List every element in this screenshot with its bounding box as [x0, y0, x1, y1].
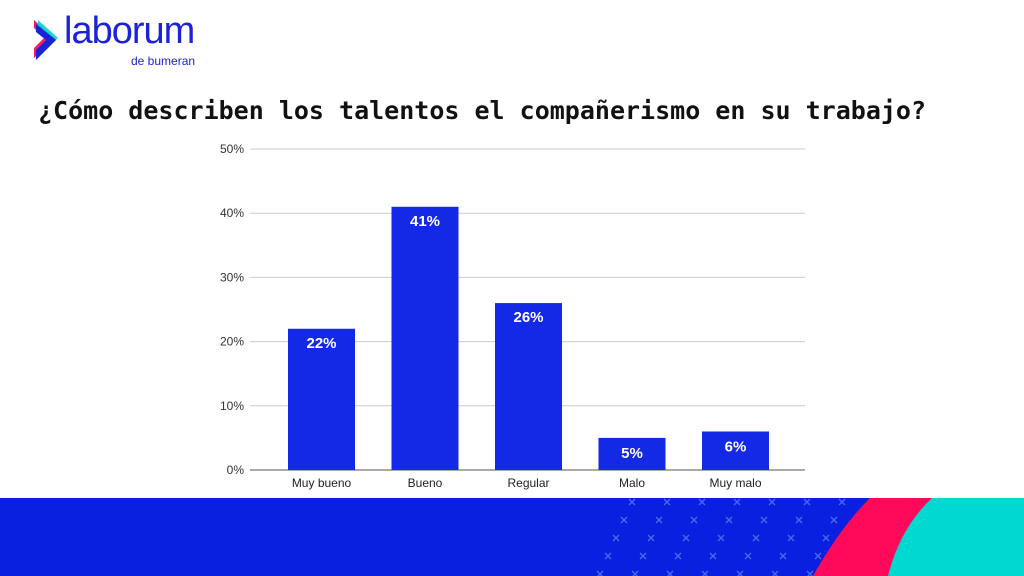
- data-label: 41%: [410, 213, 440, 230]
- y-tick-label: 0%: [227, 463, 245, 477]
- laborum-logo: laborum de bumeran: [28, 10, 208, 68]
- data-label: 22%: [306, 335, 336, 352]
- x-pattern-icon: [596, 498, 846, 576]
- logo-arrow-icon: [34, 20, 58, 60]
- x-tick-label: Regular: [507, 476, 549, 490]
- y-tick-label: 30%: [220, 270, 244, 284]
- logo-subtitle: de bumeran: [131, 54, 196, 68]
- x-tick-label: Malo: [619, 476, 645, 490]
- data-label: 5%: [621, 445, 643, 462]
- logo-wordmark: laborum: [64, 10, 195, 52]
- bar-chart: 0% 10% 20% 30% 40% 50% 22% Muy bueno 41% Bueno 26%…: [220, 142, 805, 490]
- page-title: ¿Cómo describen los talentos el compañer…: [38, 96, 927, 125]
- data-label: 6%: [725, 438, 747, 455]
- bar-bueno: [391, 206, 459, 470]
- y-tick-label: 10%: [220, 399, 244, 413]
- bar-muy-bueno: [288, 328, 355, 470]
- decorative-footer-band: [0, 498, 1024, 576]
- x-tick-label: Muy bueno: [292, 476, 352, 490]
- x-tick-label: Muy malo: [709, 476, 761, 490]
- y-tick-label: 50%: [220, 142, 244, 156]
- x-tick-label: Bueno: [408, 476, 443, 490]
- y-tick-label: 20%: [220, 335, 244, 349]
- data-label: 26%: [513, 309, 543, 326]
- bar-regular: [495, 303, 562, 470]
- bar-muy-malo: [702, 431, 769, 470]
- y-tick-label: 40%: [220, 206, 244, 220]
- bar-malo: [598, 437, 666, 470]
